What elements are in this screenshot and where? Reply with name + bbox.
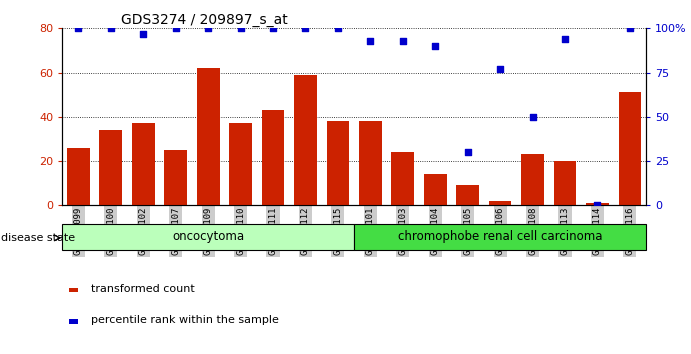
Point [73, 25, 84, 31]
Point [592, 202, 603, 208]
Bar [229, 124, 252, 205]
Bar [69, 287, 78, 292]
Bar [69, 319, 78, 324]
Point [527, 114, 538, 120]
Point [105, 25, 116, 31]
Bar [197, 68, 220, 205]
Bar [521, 154, 544, 205]
Bar [62, 224, 354, 250]
Point [365, 38, 376, 44]
Bar [391, 152, 414, 205]
Point [462, 149, 473, 155]
Point [300, 25, 311, 31]
Point [267, 25, 278, 31]
Bar [359, 121, 381, 205]
Point [202, 25, 214, 31]
Text: chromophobe renal cell carcinoma: chromophobe renal cell carcinoma [398, 230, 603, 243]
Bar [67, 148, 90, 205]
Bar [456, 185, 479, 205]
Bar [164, 150, 187, 205]
Point [235, 25, 246, 31]
Bar [618, 92, 641, 205]
Point [625, 25, 636, 31]
Point [332, 25, 343, 31]
Point [138, 31, 149, 36]
Bar [294, 75, 317, 205]
Text: percentile rank within the sample: percentile rank within the sample [91, 315, 278, 325]
Bar [262, 110, 285, 205]
Bar [327, 121, 349, 205]
Bar [424, 175, 446, 205]
Bar [489, 201, 511, 205]
Bar [586, 203, 609, 205]
Bar [132, 124, 155, 205]
Point [430, 43, 441, 49]
Point [170, 25, 181, 31]
Bar [100, 130, 122, 205]
Point [560, 36, 571, 42]
Text: transformed count: transformed count [91, 284, 194, 293]
Bar [553, 161, 576, 205]
Point [495, 66, 506, 72]
Text: GDS3274 / 209897_s_at: GDS3274 / 209897_s_at [120, 13, 287, 27]
Text: disease state: disease state [1, 233, 75, 243]
Text: oncocytoma: oncocytoma [172, 230, 244, 243]
Bar [354, 224, 646, 250]
Point [397, 38, 408, 44]
